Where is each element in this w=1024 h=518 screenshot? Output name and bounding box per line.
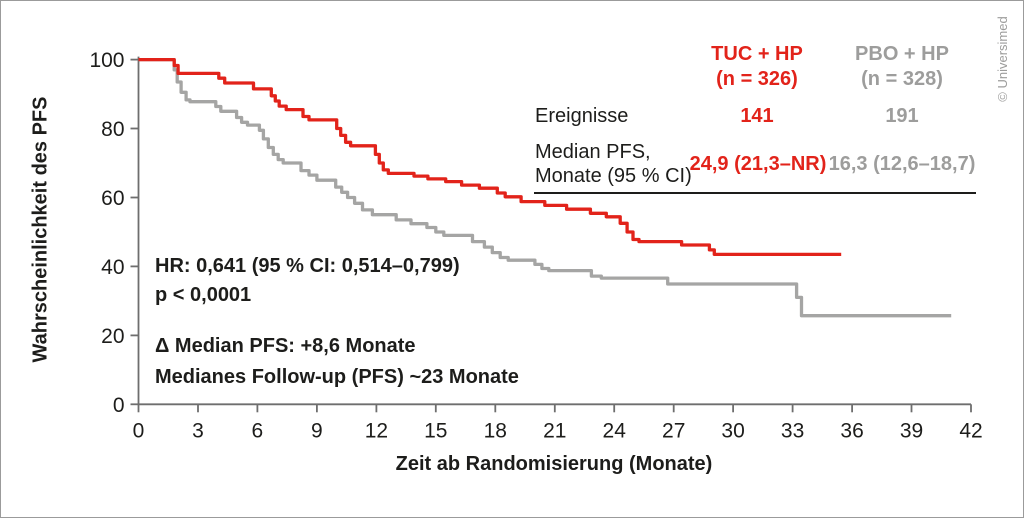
- table-header-pbo-n: (n = 328): [861, 68, 943, 90]
- table-header-tuc: TUC + HP (n = 326): [711, 42, 803, 92]
- table-header-pbo-name: PBO + HP: [855, 43, 949, 65]
- table-row-median-tuc: 24,9 (21,3–NR): [689, 153, 827, 175]
- x-tick-label: 3: [192, 419, 204, 442]
- x-tick-label: 18: [484, 419, 507, 442]
- x-tick-label: 30: [721, 419, 744, 442]
- y-tick-label: 40: [101, 256, 124, 279]
- x-tick-label: 6: [252, 419, 264, 442]
- table-header-tuc-name: TUC + HP: [711, 43, 803, 65]
- table-header-tuc-n: (n = 326): [716, 68, 798, 90]
- table-row-events-tuc: 141: [740, 105, 774, 127]
- x-tick-label: 12: [365, 419, 388, 442]
- table-underline-rule: [534, 192, 976, 194]
- x-tick-label: 21: [543, 419, 566, 442]
- table-row-median-pbo: 16,3 (12,6–18,7): [828, 153, 976, 175]
- x-tick-label: 39: [900, 419, 923, 442]
- x-tick-label: 42: [959, 419, 982, 442]
- y-axis-title: Wahrscheinlichkeit des PFS: [29, 96, 52, 363]
- table-row-median-label-line1: Median PFS,: [535, 141, 651, 163]
- table-row-median-label: Median PFS, Monate (95 % CI): [535, 140, 692, 188]
- x-tick-label: 24: [603, 419, 627, 442]
- x-tick-label: 27: [662, 419, 685, 442]
- y-tick-label: 60: [101, 187, 124, 210]
- x-tick-label: 33: [781, 419, 804, 442]
- table-header-pbo: PBO + HP (n = 328): [855, 42, 949, 92]
- table-row-median-label-line2: Monate (95 % CI): [535, 165, 692, 187]
- y-tick-label: 100: [89, 49, 124, 72]
- y-tick-label: 20: [101, 325, 124, 348]
- table-row-events-label: Ereignisse: [535, 105, 629, 127]
- x-axis-title: Zeit ab Randomisierung (Monate): [395, 453, 713, 475]
- x-tick-label: 9: [311, 419, 323, 442]
- x-tick-label: 15: [424, 419, 447, 442]
- table-row-events-pbo: 191: [885, 105, 919, 127]
- annotation-hazard-ratio: HR: 0,641 (95 % CI: 0,514–0,799): [155, 255, 460, 277]
- annotation-median-followup: Medianes Follow-up (PFS) ~23 Monate: [155, 366, 519, 388]
- y-tick-label: 0: [113, 394, 125, 417]
- km-curve-tuc-hp: [138, 57, 842, 257]
- y-tick-label: 80: [101, 118, 124, 141]
- x-tick-label: 0: [133, 419, 145, 442]
- km-curve-pbo-hp: [138, 57, 952, 318]
- annotation-delta-median-pfs: Δ Median PFS: +8,6 Monate: [155, 335, 416, 357]
- annotation-p-value: p < 0,0001: [155, 284, 252, 306]
- copyright-credit: © Universimed: [995, 16, 1010, 102]
- x-tick-label: 36: [840, 419, 863, 442]
